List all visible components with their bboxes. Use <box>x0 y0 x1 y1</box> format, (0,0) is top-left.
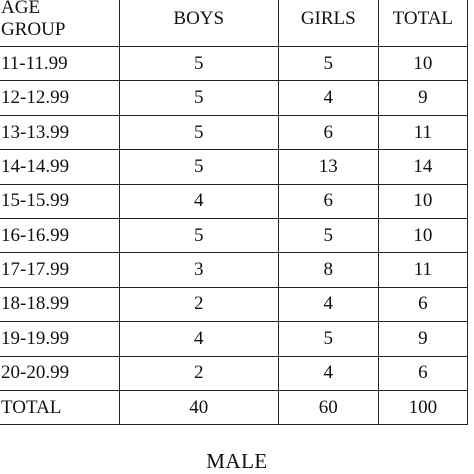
girls-cell: 5 <box>277 321 379 357</box>
total-cell: 9 <box>377 80 469 116</box>
total-cell: 10 <box>377 45 469 82</box>
table-total-row: TOTAL 40 60 100 <box>0 389 469 426</box>
boys-cell: 5 <box>118 45 279 82</box>
total-cell: 6 <box>377 286 469 323</box>
total-cell: 100 <box>377 389 469 426</box>
table-row: 13-13.99 5 6 11 <box>0 114 469 151</box>
table-header-row: AGE GROUP BOYS GIRLS TOTAL <box>0 0 469 47</box>
girls-cell: 4 <box>277 355 379 391</box>
table-row: 18-18.99 2 4 6 <box>0 286 469 323</box>
boys-cell: 5 <box>118 114 279 151</box>
table-row: 17-17.99 3 8 11 <box>0 252 469 288</box>
total-cell: 11 <box>377 114 469 151</box>
header-age-line1: AGE <box>1 0 41 18</box>
age-cell: 18-18.99 <box>0 286 120 323</box>
age-cell: 17-17.99 <box>0 252 120 288</box>
boys-cell: 2 <box>118 355 279 391</box>
boys-cell: 5 <box>118 217 279 254</box>
boys-cell: 4 <box>118 183 279 219</box>
age-cell: 20-20.99 <box>0 355 120 391</box>
total-cell: 10 <box>377 183 469 219</box>
total-cell: 6 <box>377 355 469 391</box>
age-cell: 13-13.99 <box>0 114 120 151</box>
total-cell: 9 <box>377 321 469 357</box>
header-age-line2: GROUP <box>1 18 66 40</box>
header-girls: GIRLS <box>277 0 379 47</box>
girls-cell: 4 <box>277 286 379 323</box>
boys-cell: 2 <box>118 286 279 323</box>
age-cell: 19-19.99 <box>0 321 120 357</box>
age-cell: 12-12.99 <box>0 80 120 116</box>
total-cell: 14 <box>377 149 469 185</box>
table-row: 14-14.99 5 13 14 <box>0 149 469 185</box>
caption-text: MALE <box>206 449 268 473</box>
age-cell: 11-11.99 <box>0 45 120 82</box>
girls-cell: 60 <box>277 389 379 426</box>
table-row: 12-12.99 5 4 9 <box>0 80 469 116</box>
girls-cell: 5 <box>277 217 379 254</box>
boys-cell: 40 <box>118 389 279 426</box>
table-row: 19-19.99 4 5 9 <box>0 321 469 357</box>
boys-cell: 5 <box>118 80 279 116</box>
age-cell: 16-16.99 <box>0 217 120 254</box>
total-cell: 10 <box>377 217 469 254</box>
table-row: 20-20.99 2 4 6 <box>0 355 469 391</box>
age-cell: TOTAL <box>0 389 120 426</box>
total-cell: 11 <box>377 252 469 288</box>
girls-cell: 8 <box>277 252 379 288</box>
age-cell: 15-15.99 <box>0 183 120 219</box>
table-row: 16-16.99 5 5 10 <box>0 217 469 254</box>
age-cell: 14-14.99 <box>0 149 120 185</box>
table-row: 11-11.99 5 5 10 <box>0 45 469 82</box>
girls-cell: 6 <box>277 114 379 151</box>
girls-cell: 6 <box>277 183 379 219</box>
header-age-group: AGE GROUP <box>0 0 120 47</box>
header-boys: BOYS <box>118 0 279 47</box>
girls-cell: 5 <box>277 45 379 82</box>
boys-cell: 4 <box>118 321 279 357</box>
age-group-table: AGE GROUP BOYS GIRLS TOTAL 11-11.99 5 5 … <box>0 0 469 426</box>
table-row: 15-15.99 4 6 10 <box>0 183 469 219</box>
boys-cell: 5 <box>118 149 279 185</box>
boys-cell: 3 <box>118 252 279 288</box>
girls-cell: 13 <box>277 149 379 185</box>
header-total: TOTAL <box>377 0 469 47</box>
girls-cell: 4 <box>277 80 379 116</box>
